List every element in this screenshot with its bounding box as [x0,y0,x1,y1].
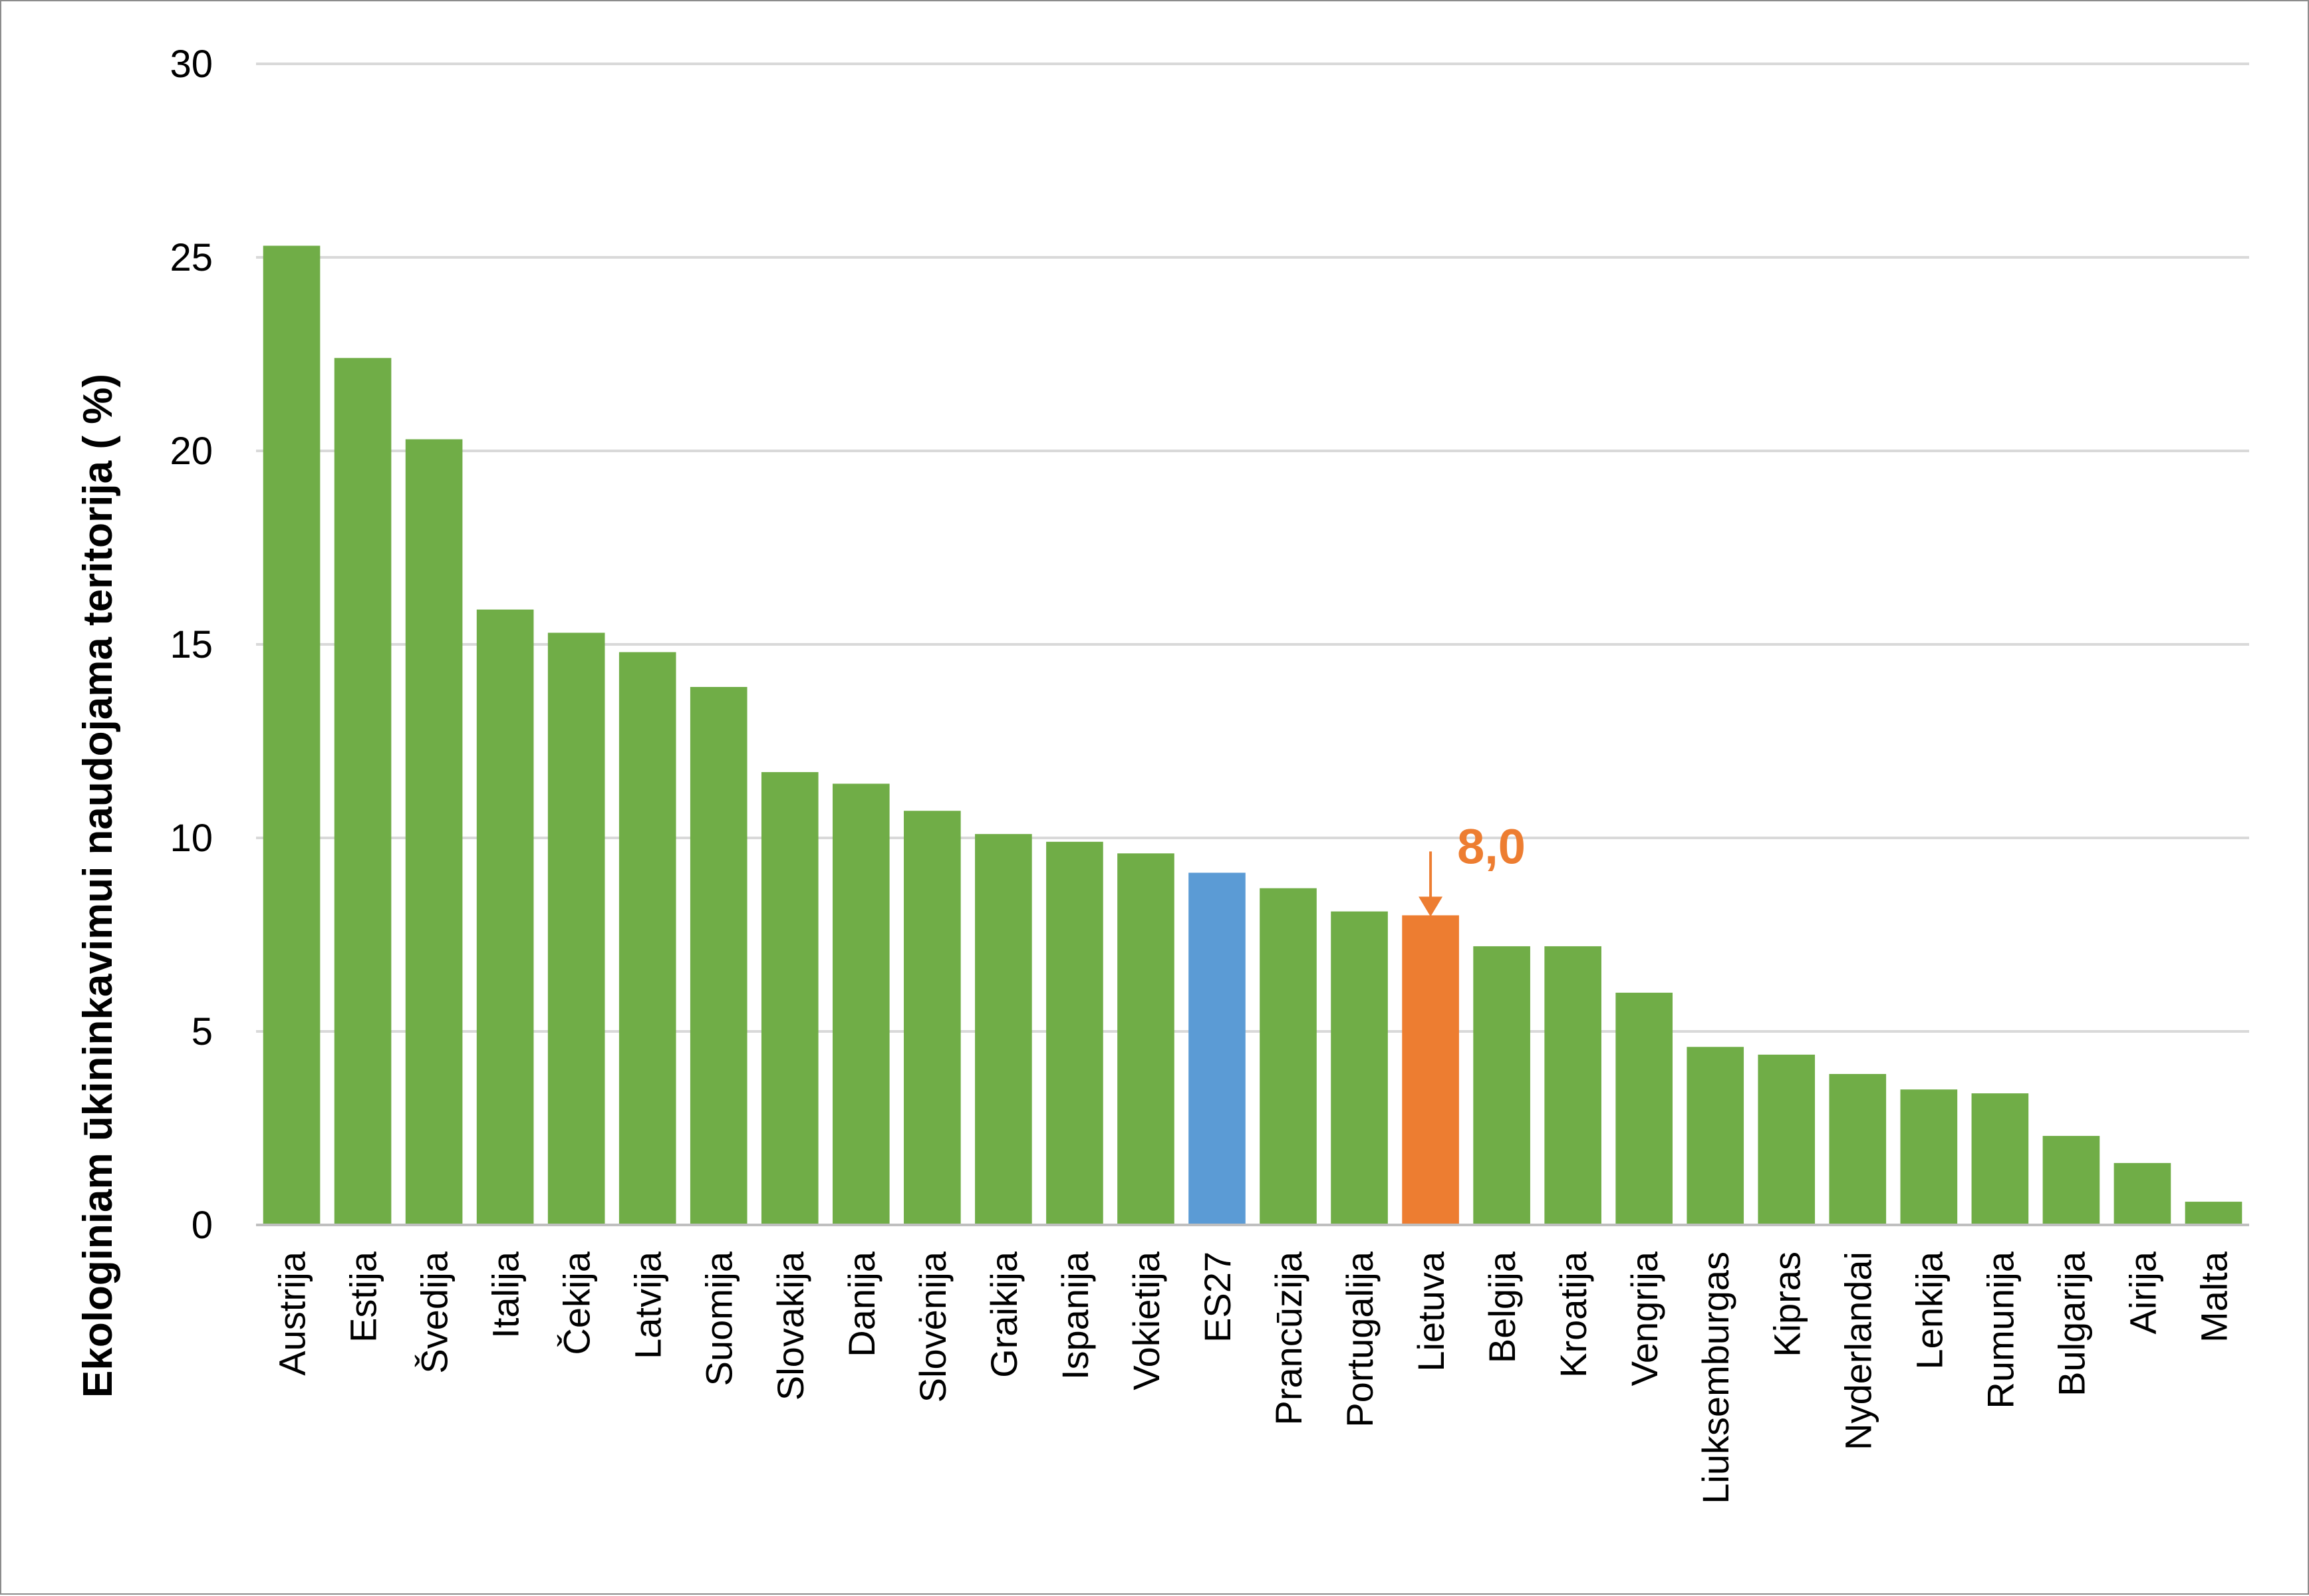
bar-nyderlandai [1829,1074,1887,1225]
bars [263,245,2242,1225]
bar-slovėnija [904,811,961,1225]
y-tick-label: 20 [170,430,213,473]
x-tick-label: Švedija [414,1251,456,1374]
y-tick-label: 0 [192,1204,213,1247]
x-tick-label: Airija [2121,1251,2163,1334]
bar-čekija [547,632,605,1225]
bar-ispanija [1046,841,1103,1225]
bar-belgija [1473,946,1530,1225]
x-tick-label: Čekija [556,1251,598,1355]
x-tick-label: Slovėnija [912,1251,954,1402]
x-tick-label: Lietuva [1410,1251,1452,1371]
x-tick-label: Ispanija [1054,1251,1096,1380]
y-tick-label: 25 [170,236,213,279]
y-tick-label: 10 [170,817,213,860]
annotation: 8,0 [1419,819,1526,917]
bar-graikija [975,834,1032,1225]
bar-suomija [690,687,747,1225]
x-tick-label: Kipras [1766,1252,1808,1357]
x-tick-label: Bulgarija [2050,1251,2092,1396]
bar-kroatija [1544,946,1601,1225]
x-tick-label: Danija [841,1251,883,1357]
bar-austrija [263,245,321,1225]
bar-prancūzija [1260,888,1317,1225]
bar-estija [334,358,392,1225]
y-tick-label: 30 [170,43,213,86]
y-axis-ticks: 0 5 10 15 20 25 30 [170,43,213,1247]
y-axis-label: Ekologiniam ūkininkavimui naudojama teri… [75,374,121,1398]
annotation-label: 8,0 [1457,819,1526,874]
x-tick-label: Malta [2193,1251,2235,1343]
x-tick-label: Estija [342,1251,384,1343]
bar-slovakija [761,772,819,1225]
x-tick-label: Latvija [627,1251,669,1359]
bar-malta [2185,1202,2242,1225]
x-tick-label: Prancūzija [1268,1251,1309,1425]
x-tick-label: Suomija [698,1251,740,1386]
x-tick-label: Austrija [271,1251,313,1376]
x-tick-label: Rumunija [1979,1251,2021,1408]
bar-bulgarija [2042,1136,2100,1225]
bar-liuksemburgas [1687,1047,1744,1225]
x-tick-label: Italija [485,1251,527,1339]
x-tick-label: Lenkija [1908,1251,1950,1369]
x-tick-label: Belgija [1481,1251,1523,1363]
x-tick-label: Nyderlandai [1837,1252,1879,1450]
bar-lietuva [1402,915,1459,1225]
bar-latvija [618,652,676,1225]
x-axis-labels: Austrija Estija Švedija Italija Čekija Latvij… [271,1251,2235,1504]
x-tick-label: Liuksemburgas [1695,1252,1736,1504]
x-tick-label: Portugalija [1339,1251,1381,1427]
x-tick-label: ES27 [1196,1252,1238,1343]
bar-portugalija [1331,911,1388,1225]
bar-es27 [1188,872,1246,1225]
y-tick-label: 15 [170,623,213,666]
bar-airija [2113,1162,2171,1225]
x-tick-label: Slovakija [769,1251,811,1400]
bar-italija [476,609,534,1225]
y-tick-label: 5 [192,1010,213,1053]
bar-vokietija [1117,853,1174,1225]
x-tick-label: Vengrija [1623,1251,1665,1386]
bar-kipras [1758,1054,1816,1225]
x-tick-label: Vokietija [1125,1251,1167,1390]
annotation-arrow-head [1419,896,1443,917]
bar-vengrija [1615,992,1673,1225]
bar-danija [832,783,890,1225]
bar-švedija [405,439,463,1225]
bar-lenkija [1900,1089,1958,1225]
x-tick-label: Kroatija [1552,1251,1594,1378]
bar-rumunija [1971,1093,2029,1225]
x-tick-label: Graikija [983,1251,1025,1378]
